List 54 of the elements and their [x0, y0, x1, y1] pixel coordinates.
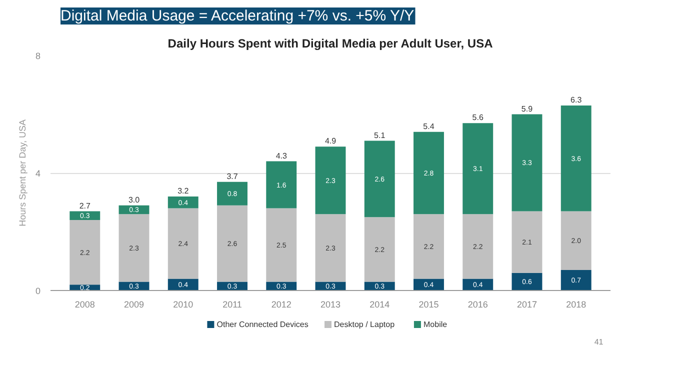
y-axis-title: Hours Spent per Day, USA [17, 120, 28, 226]
total-label: 3.7 [226, 172, 238, 181]
x-tick-label: 2011 [222, 300, 242, 310]
total-label: 3.2 [178, 186, 190, 196]
bar [70, 211, 100, 220]
x-tick-label: 2010 [173, 300, 194, 310]
total-label: 5.4 [423, 122, 435, 131]
bar [168, 208, 198, 279]
bar [512, 114, 542, 212]
chart-title: Digital Media Usage = Accelerating +7% vs. +5% Y/Y [60, 8, 414, 24]
total-label: 6.3 [570, 96, 582, 104]
total-label: 4.9 [324, 136, 337, 146]
bar [217, 182, 248, 206]
bar [168, 196, 198, 208]
x-tick-label: 2008 [74, 300, 95, 310]
bar [560, 105, 592, 212]
total-label: 5.6 [472, 113, 484, 122]
chart-subtitle: Daily Hours Spent with Digital Media per Adult User, USA [168, 36, 494, 50]
x-tick-label: 2018 [566, 300, 586, 310]
bar [560, 211, 592, 270]
x-tick-label: 2017 [516, 300, 538, 310]
x-tick-label: 2013 [320, 300, 341, 310]
y-tick-label: 4 [35, 168, 41, 178]
y-tick-label: 8 [35, 51, 41, 61]
bar [364, 140, 395, 218]
bar [414, 214, 444, 279]
x-tick-label: 2016 [468, 300, 488, 310]
text: 41 [594, 338, 604, 346]
bar [70, 220, 100, 285]
y-tick-label: 0 [35, 286, 41, 296]
total-label: 3.0 [128, 195, 140, 204]
bar [462, 214, 494, 279]
bar [560, 270, 592, 290]
bar [512, 211, 542, 273]
x-tick-label: 2014 [370, 300, 390, 310]
bar [414, 132, 444, 214]
bar [315, 146, 346, 214]
bar [118, 214, 150, 282]
x-tick-label: 2012 [271, 300, 292, 310]
legend-label: Desktop / Laptop [334, 320, 396, 329]
legend-label: Other Connected Devices [216, 320, 308, 329]
bar [315, 214, 346, 282]
total-label: 5.9 [521, 104, 534, 114]
bar [217, 205, 248, 282]
bar [462, 123, 494, 214]
bar [266, 161, 297, 208]
bar [364, 217, 395, 282]
legend-label: Mobile [424, 320, 448, 329]
bar [266, 208, 297, 282]
total-label: 4.3 [276, 151, 288, 160]
x-tick-label: 2015 [418, 300, 439, 310]
total-label: 5.1 [374, 130, 386, 140]
x-tick-label: 2009 [124, 300, 144, 310]
total-label: 2.7 [79, 201, 91, 210]
